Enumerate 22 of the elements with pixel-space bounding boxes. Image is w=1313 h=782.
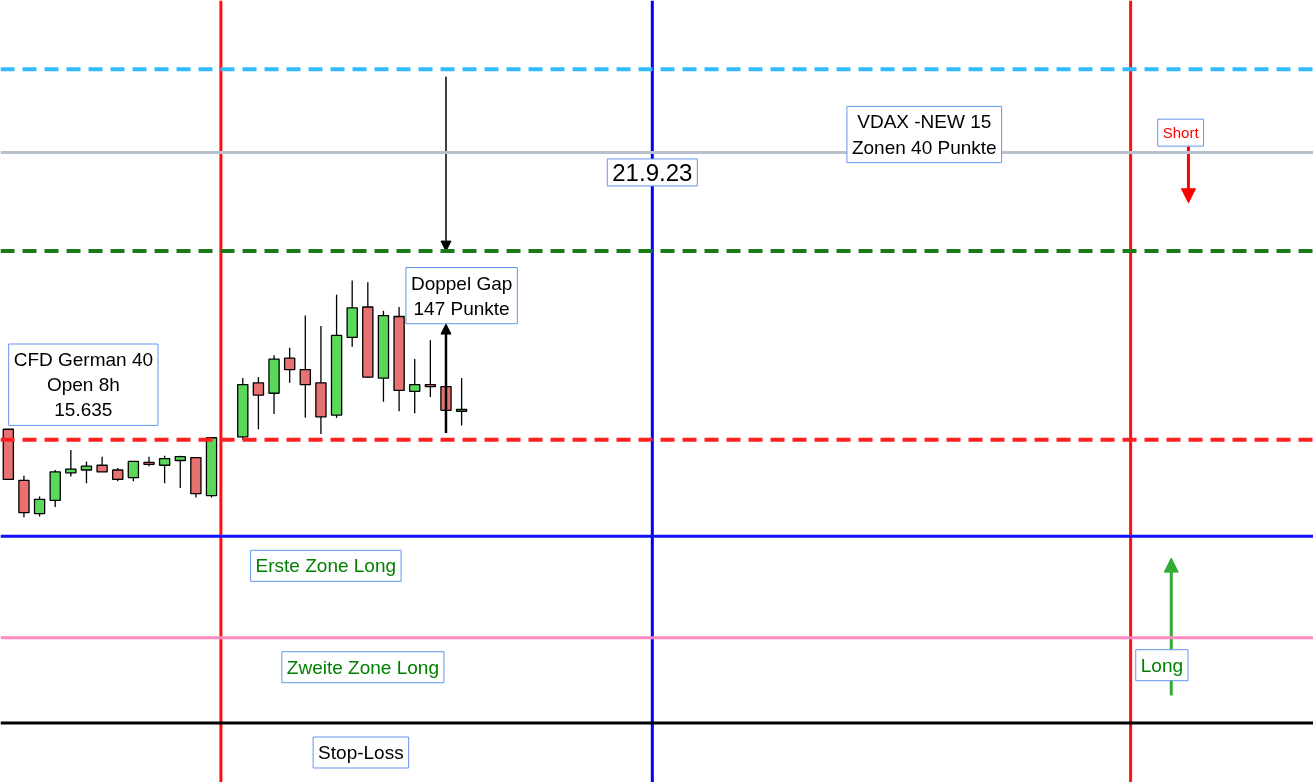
text: 21.9.23 xyxy=(612,158,693,186)
text: Short xyxy=(1162,124,1200,142)
candlestick xyxy=(408,358,421,414)
candlestick xyxy=(33,495,46,518)
candlestick xyxy=(158,455,171,484)
candlestick xyxy=(80,460,93,484)
ref-line-label: Erste Zone Long xyxy=(255,555,397,577)
annotation: Doppel Gap 147 Punkte xyxy=(410,272,513,319)
candlestick xyxy=(424,339,437,398)
ref-line-label: Stop-Loss xyxy=(318,742,404,763)
candlestick xyxy=(299,314,312,419)
text: Long xyxy=(1140,654,1184,676)
candlestick xyxy=(127,460,140,483)
candlestick xyxy=(143,456,155,467)
ref-line-label: Zweite Zone Long xyxy=(286,656,439,678)
candlestick xyxy=(455,377,468,427)
candlestick xyxy=(252,376,265,430)
text: VDAX -NEW 15 Zonen 40 Punkte xyxy=(851,111,997,158)
annotation: CFD German 40 Open 8h 15.635 xyxy=(13,349,154,421)
candlestick xyxy=(65,449,77,478)
candlestick xyxy=(174,455,186,489)
candlestick xyxy=(283,347,296,384)
